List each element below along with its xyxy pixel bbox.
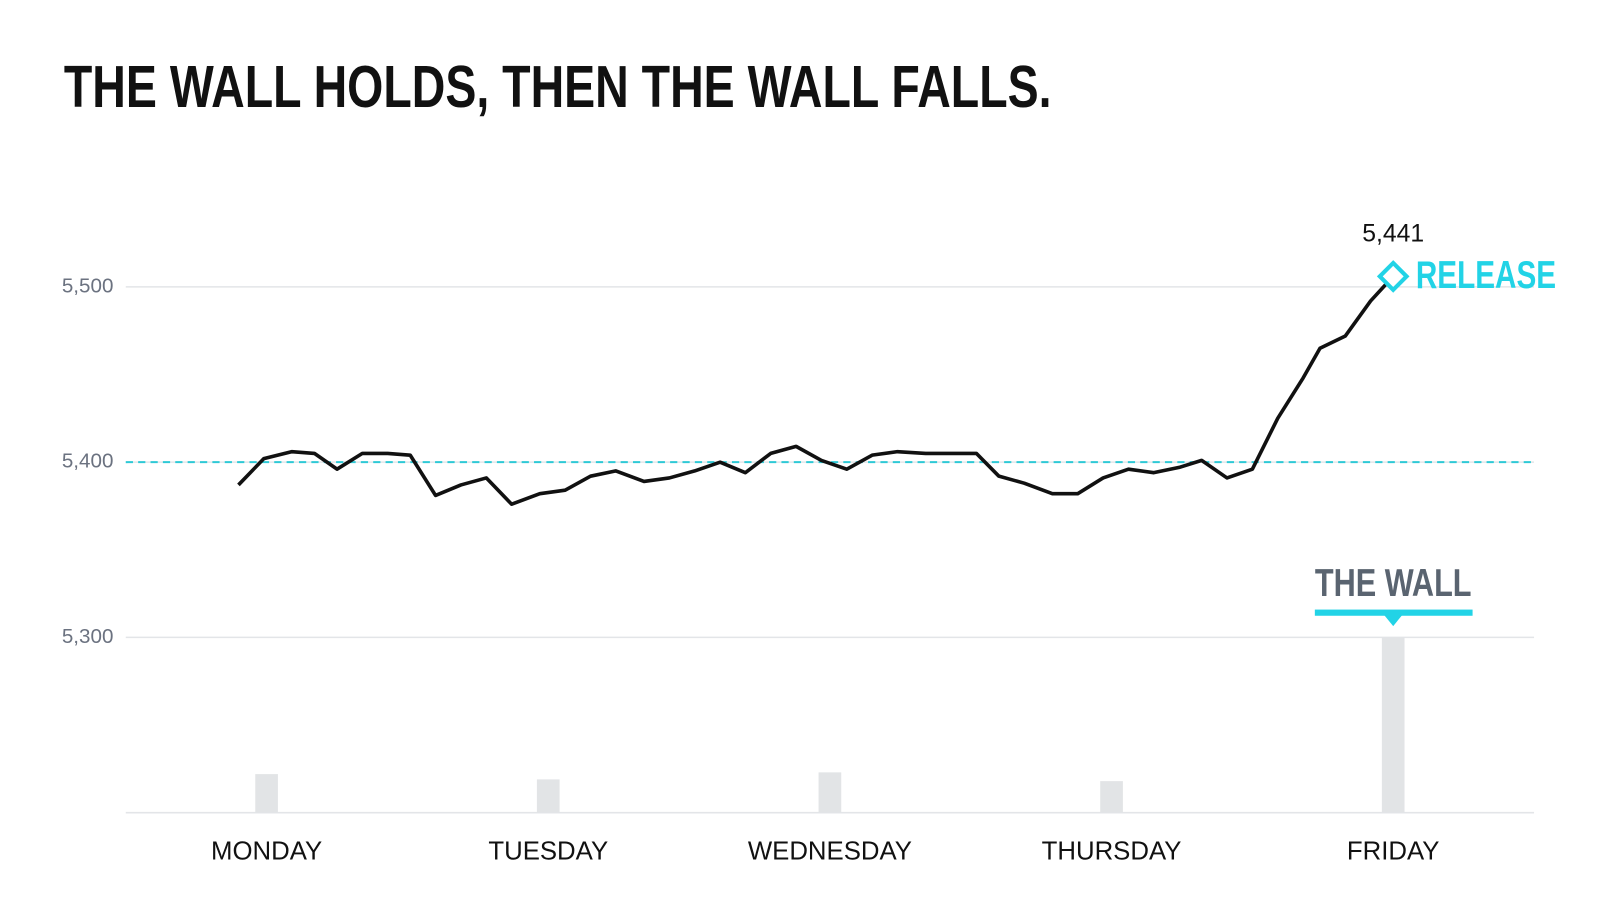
- wall-pointer: [1383, 614, 1403, 627]
- x-tick-label: FRIDAY: [1347, 838, 1440, 866]
- x-tick-label: MONDAY: [211, 838, 322, 866]
- chart-title: THE WALL HOLDS, THEN THE WALL FALLS.: [64, 53, 1052, 120]
- price-line: [237, 275, 1395, 507]
- wall-label: THE WALL: [1315, 562, 1472, 605]
- x-tick-label: TUESDAY: [488, 838, 608, 866]
- x-tick-label: THURSDAY: [1042, 838, 1182, 866]
- bar: [255, 774, 278, 813]
- last-value-label: 5,441: [1362, 221, 1424, 248]
- bar: [1100, 781, 1123, 813]
- release-marker: [1376, 260, 1410, 293]
- y-tick-label: 5,300: [62, 625, 114, 648]
- y-tick-label: 5,500: [62, 274, 114, 297]
- bar: [1381, 637, 1405, 813]
- x-tick-label: WEDNESDAY: [748, 838, 912, 866]
- release-label: RELEASE: [1416, 254, 1556, 297]
- bar: [536, 779, 560, 813]
- y-tick-label: 5,400: [62, 450, 114, 473]
- wall-underline: [1314, 609, 1473, 616]
- bar: [818, 772, 842, 813]
